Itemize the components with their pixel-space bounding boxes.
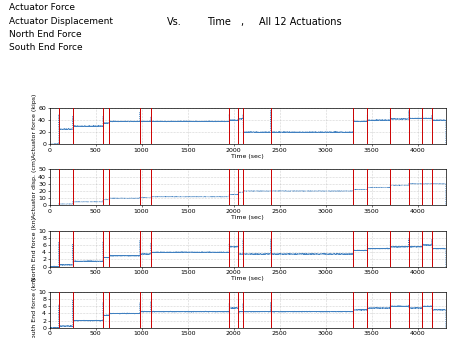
Y-axis label: Actuator force (kips): Actuator force (kips) [32,94,37,159]
Text: ,: , [241,17,244,27]
X-axis label: Time (sec): Time (sec) [231,276,264,282]
X-axis label: Time (sec): Time (sec) [231,154,264,159]
Text: Actuator Force
Actuator Displacement
North End Force
South End Force: Actuator Force Actuator Displacement Nor… [9,3,113,52]
Text: All 12 Actuations: All 12 Actuations [259,17,342,27]
Text: Time: Time [207,17,231,27]
Y-axis label: North End force (kn): North End force (kn) [32,217,37,281]
Y-axis label: South End force (kn): South End force (kn) [32,277,37,338]
Y-axis label: Actuator disp. (cm): Actuator disp. (cm) [32,157,37,218]
Text: Vs.: Vs. [166,17,181,27]
X-axis label: Time (sec): Time (sec) [231,215,264,220]
